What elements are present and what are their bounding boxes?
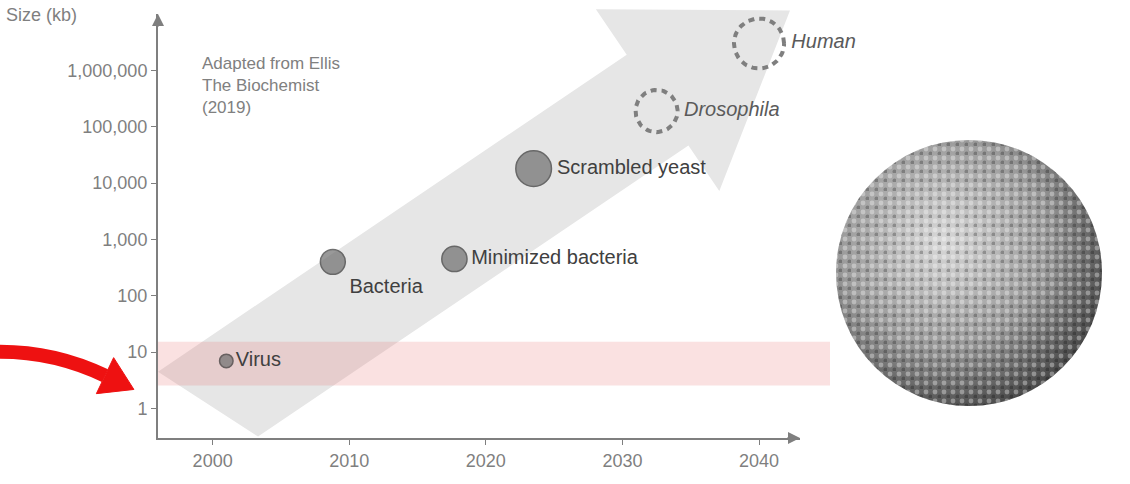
svg-text:2040: 2040 bbox=[739, 451, 779, 471]
svg-text:Adapted from EllisThe Biochemi: Adapted from EllisThe Biochemist(2019) bbox=[202, 54, 340, 117]
svg-text:Scrambled yeast: Scrambled yeast bbox=[557, 156, 706, 178]
svg-text:10,000: 10,000 bbox=[92, 173, 147, 193]
svg-text:2020: 2020 bbox=[466, 451, 506, 471]
svg-text:Size (kb): Size (kb) bbox=[6, 5, 77, 25]
svg-text:1,000: 1,000 bbox=[102, 230, 147, 250]
svg-text:100: 100 bbox=[117, 286, 147, 306]
svg-text:Drosophila: Drosophila bbox=[684, 98, 780, 120]
svg-text:2000: 2000 bbox=[193, 451, 233, 471]
svg-text:1: 1 bbox=[137, 399, 147, 419]
svg-text:1,000,000: 1,000,000 bbox=[67, 61, 147, 81]
svg-text:2030: 2030 bbox=[602, 451, 642, 471]
svg-text:Virus: Virus bbox=[236, 348, 281, 370]
svg-text:Human: Human bbox=[791, 30, 855, 52]
svg-text:2010: 2010 bbox=[329, 451, 369, 471]
svg-text:Minimized bacteria: Minimized bacteria bbox=[471, 246, 639, 268]
svg-text:10: 10 bbox=[127, 342, 147, 362]
svg-text:Bacteria: Bacteria bbox=[349, 275, 423, 297]
svg-text:100,000: 100,000 bbox=[82, 117, 147, 137]
